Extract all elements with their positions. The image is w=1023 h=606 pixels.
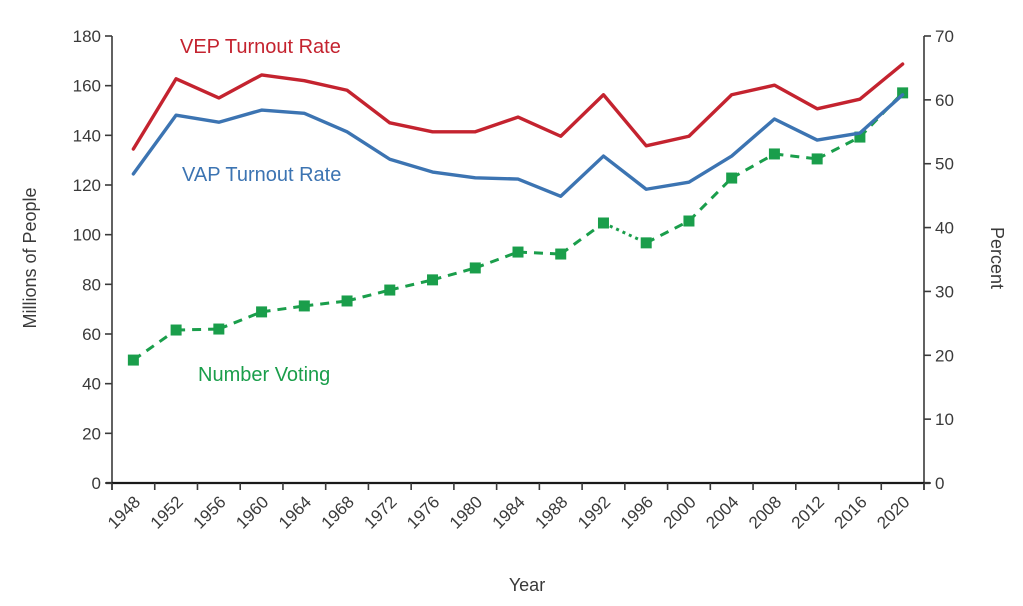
x-tick-label: 2008 [745, 492, 785, 532]
number-voting-marker [854, 131, 866, 143]
number-voting-marker [683, 215, 695, 227]
number-voting-series-label: Number Voting [198, 364, 330, 386]
x-tick-label: 1976 [403, 492, 443, 532]
right-y-tick-label: 20 [935, 346, 954, 365]
number-voting-marker [640, 237, 652, 249]
left-y-tick-label: 180 [73, 27, 101, 46]
number-voting-marker [469, 262, 481, 274]
right-y-axis-title: Percent [987, 227, 1007, 289]
number-voting-segment [432, 266, 476, 282]
left-y-tick-label: 140 [73, 126, 101, 145]
right-y-tick-label: 0 [935, 474, 944, 493]
number-voting-segment [687, 176, 733, 223]
number-voting-segment [730, 152, 776, 180]
x-tick-label: 1992 [574, 492, 614, 532]
number-voting-marker [427, 274, 439, 286]
left-y-tick-label: 100 [73, 226, 101, 245]
x-tick-label: 1972 [360, 492, 400, 532]
number-voting-segment [774, 152, 818, 161]
number-voting-marker [170, 324, 182, 336]
right-y-tick-label: 50 [935, 155, 954, 174]
x-tick-label: 1956 [189, 492, 229, 532]
left-y-tick-label: 60 [82, 325, 101, 344]
right-y-tick-label: 30 [935, 282, 954, 301]
number-voting-segment [602, 221, 647, 245]
vep-series-label: VEP Turnout Rate [180, 36, 341, 58]
left-y-tick-label: 40 [82, 375, 101, 394]
x-tick-label: 1948 [104, 492, 144, 532]
number-voting-marker [256, 306, 268, 318]
x-tick-label: 2016 [831, 492, 871, 532]
number-voting-marker [127, 354, 139, 366]
right-y-tick-label: 40 [935, 219, 954, 238]
right-y-tick-label: 70 [935, 27, 954, 46]
x-tick-label: 1988 [531, 492, 571, 532]
x-axis-title: Year [509, 575, 545, 595]
number-voting-segment [816, 135, 861, 161]
number-voting-marker [768, 148, 780, 160]
left-y-tick-label: 160 [73, 77, 101, 96]
number-voting-marker [726, 172, 738, 184]
series-layer [127, 62, 909, 366]
number-voting-segment [559, 221, 605, 256]
x-tick-label: 1984 [489, 492, 529, 532]
number-voting-segment [176, 327, 219, 332]
ticks-layer: 0 20 40 60 80 100 120 140 160 180 0 10 20 30 40 50 60 70 1… [73, 27, 954, 533]
number-voting-segment [218, 310, 263, 331]
number-voting-segment [304, 299, 348, 308]
x-tick-label: 1968 [318, 492, 358, 532]
right-y-tick-label: 10 [935, 410, 954, 429]
x-tick-label: 1980 [446, 492, 486, 532]
number-voting-marker [341, 295, 353, 307]
number-voting-marker [298, 300, 310, 312]
left-y-tick-label: 120 [73, 176, 101, 195]
number-voting-marker [384, 284, 396, 296]
number-voting-segment [389, 278, 433, 292]
left-y-tick-label: 20 [82, 424, 101, 443]
vap-turnout-rate-line [131, 93, 905, 198]
x-tick-label: 1960 [232, 492, 272, 532]
left-y-axis-title: Millions of People [20, 187, 40, 328]
x-tick-label: 2012 [788, 492, 828, 532]
x-tick-label: 1996 [617, 492, 657, 532]
right-y-tick-label: 60 [935, 91, 954, 110]
number-voting-marker [897, 87, 909, 99]
number-voting-segment [645, 219, 690, 245]
number-voting-marker [811, 153, 823, 165]
number-voting-segment [474, 250, 519, 270]
number-voting-marker [555, 248, 567, 260]
number-voting-segment [517, 250, 561, 256]
x-tick-label: 1964 [275, 492, 315, 532]
left-y-tick-label: 0 [92, 474, 101, 493]
vep-turnout-rate-line [131, 62, 905, 151]
vap-series-label: VAP Turnout Rate [182, 164, 341, 186]
x-tick-label: 1952 [147, 492, 187, 532]
x-tick-label: 2004 [702, 492, 742, 532]
number-voting-segment [261, 304, 305, 314]
number-voting-segment [132, 328, 177, 362]
number-voting-segment [346, 288, 391, 303]
left-y-tick-label: 80 [82, 275, 101, 294]
number-voting-marker [512, 246, 524, 258]
axes-layer [106, 36, 930, 490]
number-voting-marker [213, 323, 225, 335]
x-tick-label: 2000 [660, 492, 700, 532]
number-voting-marker [597, 217, 609, 229]
x-tick-label: 2020 [873, 492, 913, 532]
